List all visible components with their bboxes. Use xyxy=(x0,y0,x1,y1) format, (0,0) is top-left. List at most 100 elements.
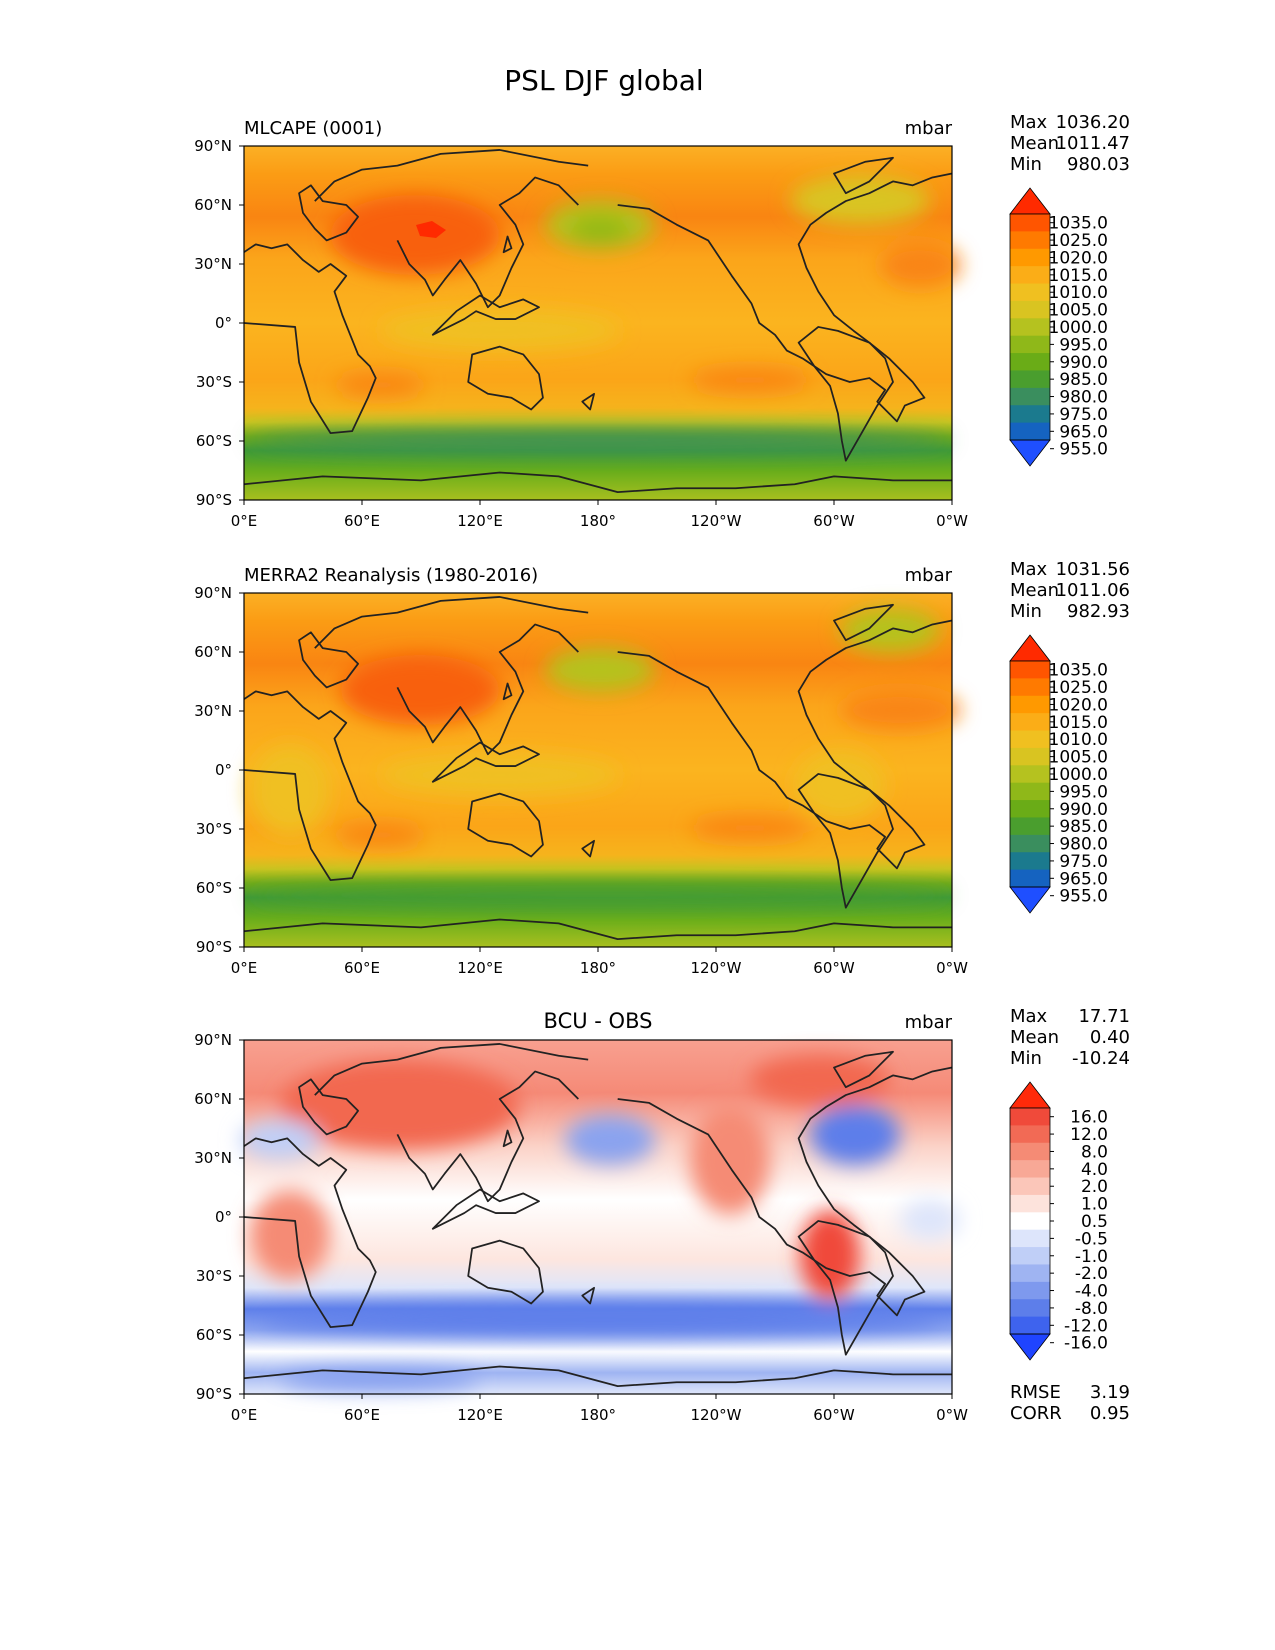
panel-difference-blobs xyxy=(240,1055,960,1390)
y-tick-label: 60°S xyxy=(196,879,232,897)
stat-label: Mean xyxy=(1010,580,1059,601)
colorbar-segment xyxy=(1010,695,1050,714)
colorbar-segment xyxy=(1010,730,1050,749)
panel-title: BCU - OBS xyxy=(544,1009,653,1033)
colorbar-label: 980.0 xyxy=(1059,388,1108,408)
x-tick-label: 60°W xyxy=(813,1406,855,1424)
colorbar-extend-max xyxy=(1009,187,1051,215)
colorbar-label: 1005.0 xyxy=(1049,301,1108,321)
colorbar-segment xyxy=(1010,214,1050,232)
colorbar-segment xyxy=(1010,1229,1050,1248)
colorbar-segment xyxy=(1010,869,1050,888)
y-tick-label: 30°S xyxy=(196,1267,232,1285)
colorbar-label: 2.0 xyxy=(1081,1177,1108,1197)
panel-units: mbar xyxy=(905,118,953,139)
x-tick-label: 60°E xyxy=(344,1406,380,1424)
colorbar-segment xyxy=(1010,1212,1050,1231)
y-tick-label: 0° xyxy=(215,314,232,332)
y-tick-label: 30°N xyxy=(194,255,232,273)
panel-test: MLCAPE (0001) mbar 0°E 60°E 120°E 180° 120°W 60… xyxy=(194,112,1130,530)
colorbar-segment xyxy=(1010,231,1050,250)
colorbar-label: 1035.0 xyxy=(1049,214,1108,234)
stat-value: 17.71 xyxy=(1078,1006,1130,1027)
y-tick-label: 0° xyxy=(215,761,232,779)
colorbar-label: 1000.0 xyxy=(1049,318,1108,338)
colorbar-segment xyxy=(1010,713,1050,732)
x-tick-label: 0°E xyxy=(231,512,258,530)
colorbar-segment xyxy=(1010,747,1050,766)
panel-title: MLCAPE (0001) xyxy=(244,118,382,139)
y-tick-label: 30°S xyxy=(196,373,232,391)
colorbar-segment xyxy=(1010,834,1050,853)
x-tick-label: 0°W xyxy=(936,512,968,530)
panel-reference-blobs xyxy=(250,608,960,905)
colorbar-label: 965.0 xyxy=(1059,422,1108,442)
colorbar-segment xyxy=(1010,800,1050,818)
colorbar-label: 1015.0 xyxy=(1049,266,1108,286)
colorbar-label: 965.0 xyxy=(1059,869,1108,889)
y-tick-label: 90°S xyxy=(196,938,232,956)
colorbar-segment xyxy=(1010,1264,1050,1283)
rmse-value: 3.19 xyxy=(1090,1382,1130,1403)
colorbar-segment xyxy=(1010,335,1050,354)
colorbar-segment xyxy=(1010,1177,1050,1196)
x-tick-label: 0°E xyxy=(231,1406,258,1424)
stat-value: 982.93 xyxy=(1067,601,1130,622)
colorbar-extend-min xyxy=(1009,1333,1051,1361)
x-tick-label: 120°W xyxy=(691,1406,742,1424)
stat-label: Min xyxy=(1010,1048,1042,1069)
colorbar-label: -16.0 xyxy=(1064,1334,1108,1354)
colorbar-segment xyxy=(1010,387,1050,406)
colorbar-label: 995.0 xyxy=(1059,782,1108,802)
colorbar-segment xyxy=(1010,1316,1050,1335)
colorbar-segment xyxy=(1010,1160,1050,1179)
colorbar-label: 16.0 xyxy=(1070,1108,1108,1128)
colorbar-segment xyxy=(1010,817,1050,836)
stat-label: Mean xyxy=(1010,133,1059,154)
corr-label: CORR xyxy=(1010,1403,1062,1424)
colorbar-extend-max xyxy=(1009,1081,1051,1109)
colorbar-label: 1020.0 xyxy=(1049,248,1108,268)
colorbar-segment xyxy=(1010,353,1050,371)
colorbar-segment xyxy=(1010,782,1050,801)
x-tick-label: 0°E xyxy=(231,959,258,977)
y-tick-label: 30°N xyxy=(194,1149,232,1167)
y-tick-label: 60°N xyxy=(194,1090,232,1108)
stat-value: 1011.06 xyxy=(1056,580,1130,601)
colorbar-segment xyxy=(1010,266,1050,285)
x-tick-label: 120°E xyxy=(457,1406,503,1424)
y-tick-label: 60°S xyxy=(196,1326,232,1344)
x-tick-label: 0°W xyxy=(936,1406,968,1424)
colorbar-label: -4.0 xyxy=(1075,1282,1108,1302)
colorbar-segment xyxy=(1010,300,1050,319)
stat-value: 1011.47 xyxy=(1056,133,1130,154)
stat-value: 1036.20 xyxy=(1056,112,1130,133)
colorbar-label: 1025.0 xyxy=(1049,678,1108,698)
colorbar-label: 990.0 xyxy=(1059,353,1108,373)
colorbar-label: 955.0 xyxy=(1059,887,1108,907)
panel-test-blobs xyxy=(250,175,960,450)
colorbar-label: 1025.0 xyxy=(1049,231,1108,251)
colorbar-label: -12.0 xyxy=(1064,1316,1108,1336)
colorbar-segment xyxy=(1010,370,1050,389)
colorbar-label: 975.0 xyxy=(1059,405,1108,425)
y-tick-label: 60°S xyxy=(196,432,232,450)
colorbar-label: 12.0 xyxy=(1070,1125,1108,1145)
stat-value: 1031.56 xyxy=(1056,559,1130,580)
y-tick-label: 90°S xyxy=(196,491,232,509)
colorbar-segment xyxy=(1010,422,1050,441)
colorbar-label: 985.0 xyxy=(1059,817,1108,837)
colorbar-segment xyxy=(1010,405,1050,424)
colorbar-segment xyxy=(1010,678,1050,697)
colorbar-segment xyxy=(1010,1125,1050,1144)
colorbar-label: 1020.0 xyxy=(1049,695,1108,715)
colorbar-label: 1005.0 xyxy=(1049,748,1108,768)
x-tick-label: 120°W xyxy=(691,959,742,977)
x-tick-label: 60°W xyxy=(813,512,855,530)
colorbar-segment xyxy=(1010,661,1050,679)
x-tick-label: 120°W xyxy=(691,512,742,530)
colorbar-segment xyxy=(1010,765,1050,784)
panel-difference: BCU - OBS mbar 0°E 60°E 120°E 180° 120°W 60°W 0°… xyxy=(194,1006,1130,1424)
colorbar-segment xyxy=(1010,318,1050,337)
